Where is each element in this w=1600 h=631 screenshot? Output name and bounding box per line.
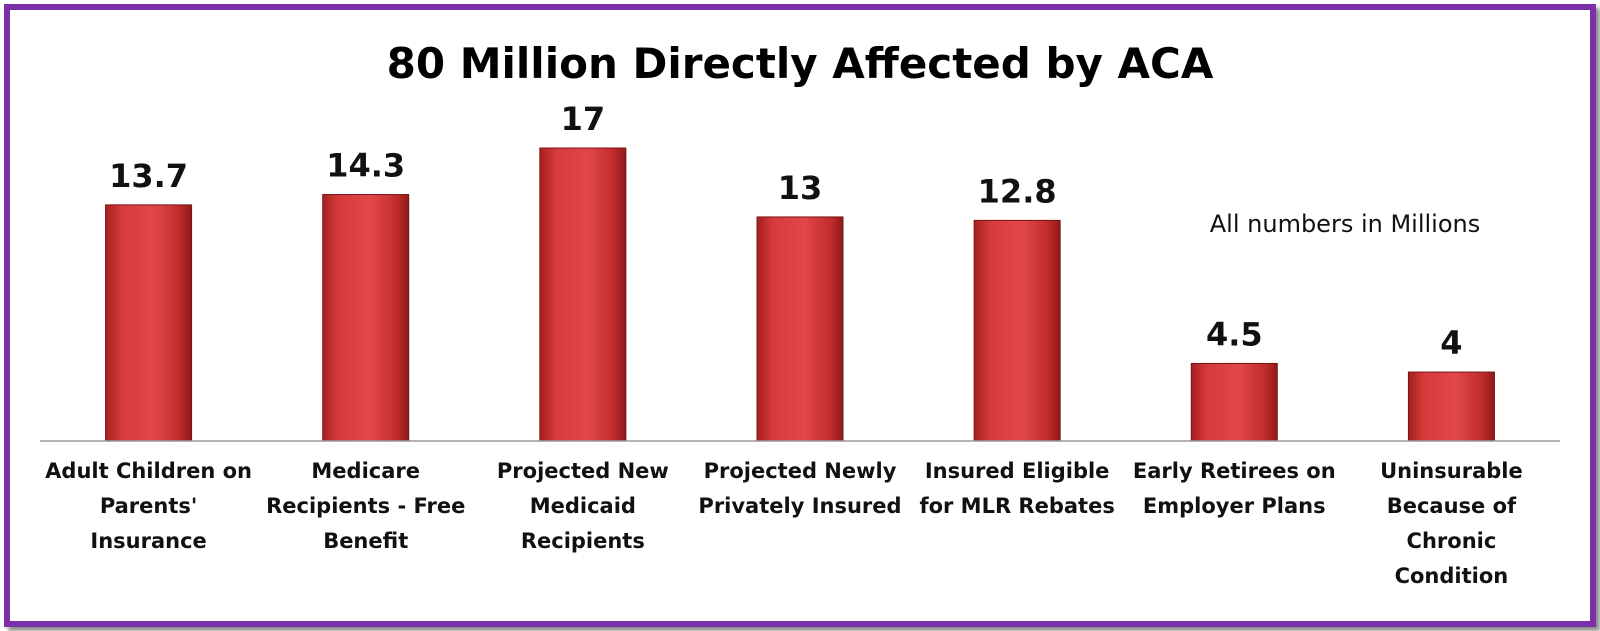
value-label-7: 4: [1440, 324, 1462, 362]
bar-3: [539, 147, 627, 442]
value-label-3: 17: [561, 100, 606, 138]
category-label-4: Projected Newly Privately Insured: [698, 459, 901, 518]
bars-group: [105, 147, 1495, 442]
category-label-5: Insured Eligible for MLR Rebates: [919, 459, 1114, 518]
category-label-6: Early Retirees on Employer Plans: [1133, 459, 1336, 518]
units-annotation: All numbers in Millions: [1210, 210, 1480, 238]
bar-7: [1407, 371, 1495, 442]
bar-2: [322, 194, 410, 442]
chart-title: 80 Million Directly Affected by ACA: [387, 39, 1214, 88]
category-labels-group: Adult Children on Parents' InsuranceMedica…: [45, 459, 1523, 588]
value-label-5: 12.8: [978, 172, 1057, 210]
category-label-2: Medicare Recipients - Free Benefit: [266, 459, 465, 553]
bar-4: [756, 216, 844, 442]
value-label-4: 13: [778, 169, 823, 207]
category-label-1: Adult Children on Parents' Insurance: [45, 459, 252, 553]
value-labels-group: 13.7 14.3 17 13 12.8 4.5 4: [109, 100, 1462, 362]
value-label-1: 13.7: [109, 157, 188, 195]
bar-6: [1190, 362, 1278, 442]
value-label-2: 14.3: [326, 147, 405, 185]
category-label-7: Uninsurable Because of Chronic Condition: [1380, 459, 1523, 588]
category-label-3: Projected New Medicaid Recipients: [497, 459, 669, 553]
value-label-6: 4.5: [1206, 315, 1263, 353]
bar-1: [105, 204, 193, 442]
bar-5: [973, 219, 1061, 442]
